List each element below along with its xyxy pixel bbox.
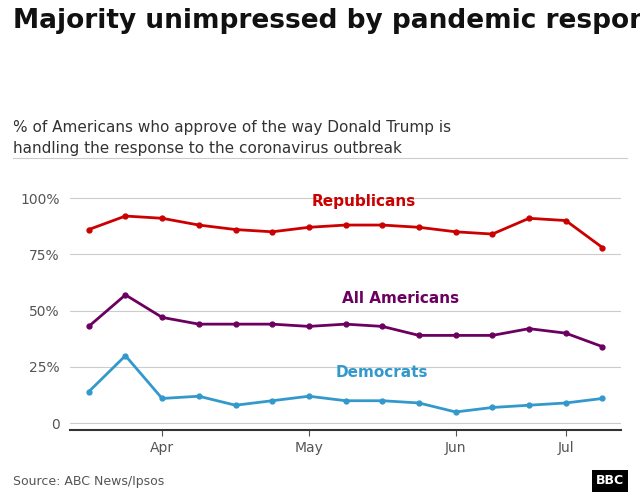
- Text: Majority unimpressed by pandemic response: Majority unimpressed by pandemic respons…: [13, 8, 640, 34]
- Text: All Americans: All Americans: [342, 291, 460, 306]
- Text: Democrats: Democrats: [336, 366, 429, 380]
- Text: Source: ABC News/Ipsos: Source: ABC News/Ipsos: [13, 474, 164, 488]
- Text: Republicans: Republicans: [312, 194, 416, 210]
- Text: BBC: BBC: [596, 474, 624, 488]
- Text: % of Americans who approve of the way Donald Trump is
handling the response to t: % of Americans who approve of the way Do…: [13, 120, 451, 156]
